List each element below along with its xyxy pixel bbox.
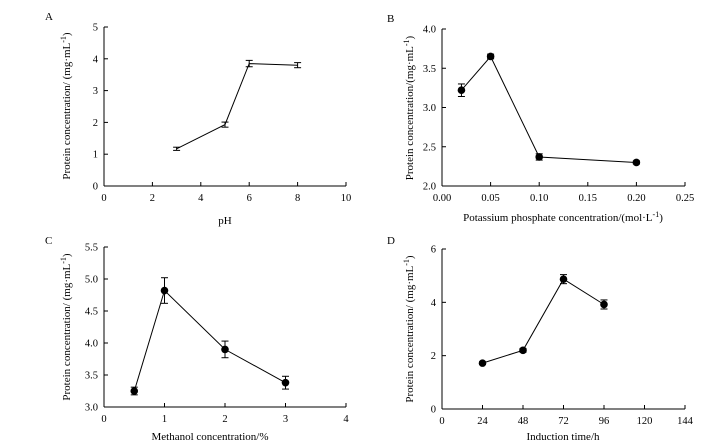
y-tick-label: 2 [431,351,436,362]
y-tick-label: 1 [93,150,98,161]
y-tick-label: 4.0 [423,25,436,36]
data-point [519,346,527,355]
data-point [281,378,290,387]
x-tick-label: 0.10 [530,193,548,204]
panel-letter: D [387,235,395,247]
x-tick-label: 0.20 [627,193,645,204]
data-point [130,387,139,395]
chart-panel-c: C 3.0 3.5 4.0 4.5 5.0 5.5 0 1 2 3 4 Methanol concent… [45,235,349,443]
x-tick-label: 2 [150,193,155,204]
y-tick-label: 3.5 [423,64,436,75]
y-tick-label: 3.0 [85,403,98,414]
x-axis-label: Potassium phosphate concentration/(mol·L… [463,210,663,224]
x-tick-label: 0.00 [433,193,451,204]
y-tick-label: 5.0 [85,275,98,286]
x-tick-label: 6 [247,193,252,204]
data-point [632,158,641,167]
y-tick-label: 5 [93,23,98,34]
y-tick-label: 2 [93,118,98,129]
series-line [482,278,605,364]
error-bar [294,62,302,69]
x-tick-label: 120 [637,416,653,427]
y-tick-label: 4.5 [85,307,98,318]
x-tick-label: 0 [439,416,444,427]
panel-letter: A [45,11,53,23]
data-point [221,345,229,354]
x-tick-label: 0.05 [481,193,499,204]
x-tick-label: 144 [677,416,694,427]
data-point [535,153,543,161]
y-tick-label: 3.5 [85,371,98,382]
x-axis-label: Induction time/h [526,431,600,443]
y-tick-label: 5.5 [85,243,98,254]
error-bar [173,146,181,151]
x-tick-label: 0.15 [579,193,597,204]
y-axis-label: Protein concentration/(mg·mL-1) [402,35,416,180]
x-tick-label: 3 [283,414,288,425]
panel-letter: C [45,235,52,247]
data-point [486,52,495,61]
y-tick-label: 3 [93,86,98,97]
x-tick-label: 4 [198,193,204,204]
y-tick-label: 4.0 [85,339,98,350]
y-axis-label: Protein concentration/ (mg·mL-1) [59,32,73,180]
chart-panel-b: B 2.0 2.5 3.0 3.5 4.0 0.00 0.05 0.10 0.15 0.20 0.25… [387,13,694,224]
x-tick-label: 2 [222,414,227,425]
x-tick-label: 4 [343,414,349,425]
data-point [478,359,487,367]
data-point [559,275,568,283]
y-tick-label: 4 [431,298,437,309]
y-axis-label: Protein concentration/ (mg·mL-1) [402,255,416,403]
chart-panel-a: A 0 1 2 3 4 5 0 2 4 6 8 10 pH Protein concentration/ (… [45,11,351,227]
y-tick-label: 3.0 [423,103,436,114]
x-tick-label: 1 [162,414,167,425]
y-axis-label: Protein concentration/ (mg·mL-1) [59,253,73,401]
series-line [461,55,637,163]
data-point [457,86,466,95]
y-tick-label: 4 [93,54,99,65]
x-tick-label: 96 [599,416,610,427]
y-tick-label: 0 [93,182,98,193]
x-axis-label: pH [218,215,232,227]
error-bar [221,121,229,128]
data-point [160,286,169,295]
y-tick-label: 0 [431,405,436,416]
series-line [176,63,298,150]
x-tick-label: 0 [101,193,106,204]
x-tick-label: 24 [477,416,488,427]
y-tick-label: 2.0 [423,182,436,193]
y-tick-label: 2.5 [423,142,436,153]
x-tick-label: 48 [518,416,529,427]
x-tick-label: 72 [558,416,569,427]
error-bar [245,59,253,68]
series-line [133,289,286,392]
x-tick-label: 8 [295,193,300,204]
y-tick-label: 6 [431,245,436,256]
x-tick-label: 0 [101,414,106,425]
panel-letter: B [387,13,394,25]
x-axis-label: Methanol concentration/% [152,431,269,443]
data-point [600,300,608,309]
x-tick-label: 0.25 [676,193,694,204]
x-tick-label: 10 [341,193,352,204]
